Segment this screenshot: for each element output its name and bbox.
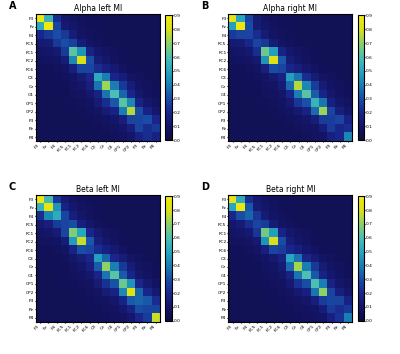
- Text: D: D: [201, 182, 209, 192]
- Title: Alpha right MI: Alpha right MI: [264, 4, 318, 13]
- Title: Alpha left MI: Alpha left MI: [74, 4, 122, 13]
- Text: A: A: [9, 1, 16, 11]
- Title: Beta left MI: Beta left MI: [76, 185, 120, 194]
- Title: Beta right MI: Beta right MI: [266, 185, 315, 194]
- Text: B: B: [201, 1, 208, 11]
- Text: C: C: [9, 182, 16, 192]
